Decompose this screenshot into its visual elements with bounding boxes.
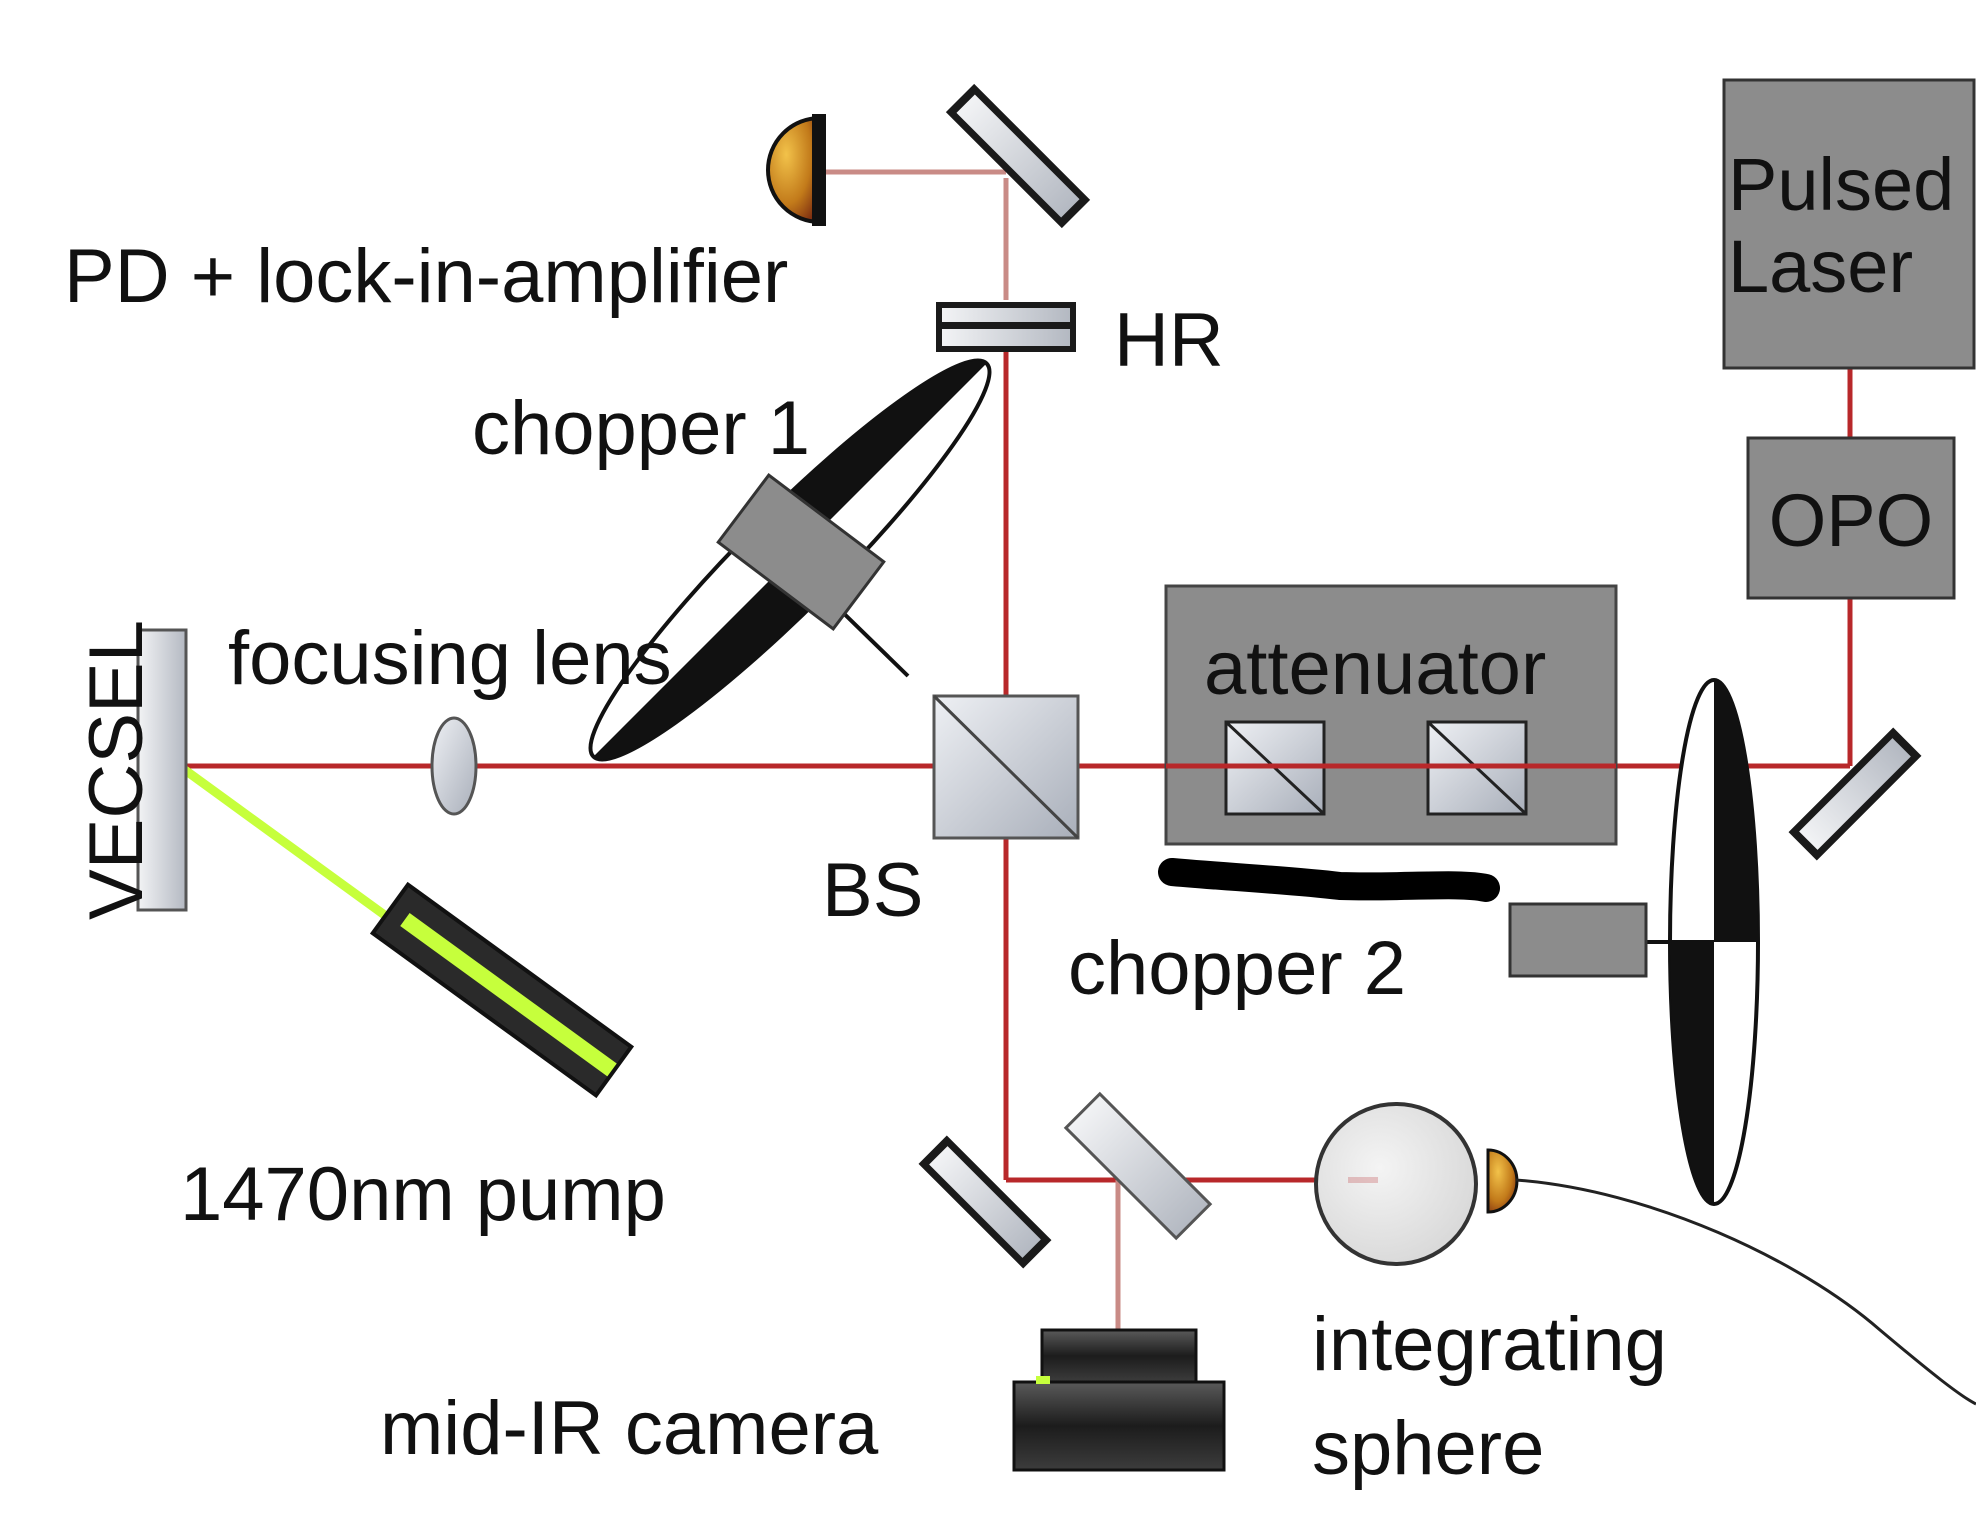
beam-splitter: [932, 694, 1080, 840]
top-mirror: [945, 83, 1091, 229]
pump-laser: [369, 881, 635, 1099]
chopper-1-label: chopper 1: [472, 386, 810, 471]
pd-label: PD + lock-in-amplifier: [64, 234, 788, 319]
attenuator-label: attenuator: [1204, 626, 1546, 711]
sphere-label-line1: integrating: [1312, 1302, 1667, 1387]
bs-label: BS: [822, 848, 923, 933]
vecsel-label: VECSEL: [74, 620, 159, 920]
chopper-2-label: chopper 2: [1068, 926, 1406, 1011]
pump-beam: [182, 766, 415, 939]
opo-label: OPO: [1769, 479, 1933, 562]
chopper-1: [588, 358, 992, 762]
pickoff-mirror: [1063, 1091, 1213, 1241]
sphere-label-line2: sphere: [1312, 1406, 1544, 1491]
hr-label: HR: [1114, 298, 1224, 383]
focusing-lens-label: focusing lens: [228, 616, 672, 701]
attenuator-box: [1164, 584, 1618, 846]
hr-mirror: [936, 302, 1076, 352]
pulsed-laser-label-line2: Laser: [1728, 225, 1913, 308]
marker-stroke: [1158, 858, 1500, 902]
vecsel-chip: [136, 628, 188, 912]
pulsed-laser-box: [1722, 78, 1976, 370]
pd-detector: [766, 114, 826, 226]
right-turning-mirror: [1788, 727, 1922, 861]
bottom-left-mirror: [918, 1135, 1052, 1269]
focusing-lens: [430, 716, 478, 816]
camera-label: mid-IR camera: [380, 1386, 879, 1471]
integrating-sphere: [1314, 1102, 1976, 1406]
mid-ir-camera: [1012, 1328, 1226, 1472]
opo-box: [1746, 436, 1956, 600]
pulsed-laser-label-line1: Pulsed: [1728, 143, 1954, 226]
chopper-2: [1508, 678, 1760, 1206]
pump-label: 1470nm pump: [180, 1152, 666, 1237]
